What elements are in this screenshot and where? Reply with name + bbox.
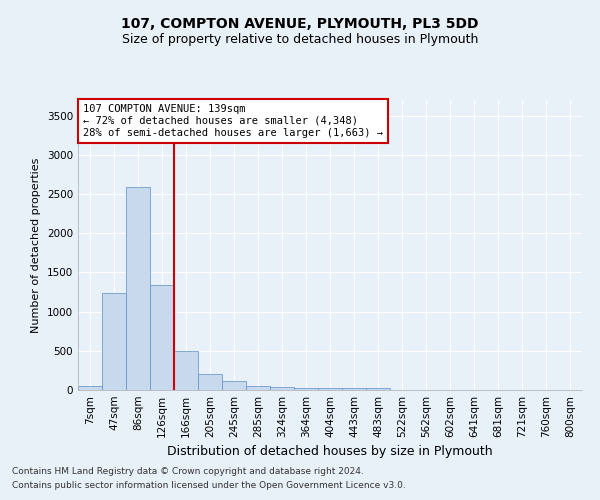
Text: Size of property relative to detached houses in Plymouth: Size of property relative to detached ho… bbox=[122, 32, 478, 46]
Bar bbox=[342, 388, 366, 390]
Y-axis label: Number of detached properties: Number of detached properties bbox=[31, 158, 41, 332]
Text: 107, COMPTON AVENUE, PLYMOUTH, PL3 5DD: 107, COMPTON AVENUE, PLYMOUTH, PL3 5DD bbox=[121, 18, 479, 32]
Text: Contains public sector information licensed under the Open Government Licence v3: Contains public sector information licen… bbox=[12, 481, 406, 490]
Bar bbox=[198, 374, 222, 390]
Text: 107 COMPTON AVENUE: 139sqm
← 72% of detached houses are smaller (4,348)
28% of s: 107 COMPTON AVENUE: 139sqm ← 72% of deta… bbox=[83, 104, 383, 138]
Bar bbox=[366, 388, 390, 390]
Bar bbox=[78, 386, 102, 390]
Bar bbox=[222, 381, 246, 390]
X-axis label: Distribution of detached houses by size in Plymouth: Distribution of detached houses by size … bbox=[167, 446, 493, 458]
Bar bbox=[174, 351, 198, 390]
Bar bbox=[270, 388, 294, 390]
Bar bbox=[126, 187, 150, 390]
Bar bbox=[294, 388, 318, 390]
Text: Contains HM Land Registry data © Crown copyright and database right 2024.: Contains HM Land Registry data © Crown c… bbox=[12, 467, 364, 476]
Bar bbox=[102, 293, 126, 390]
Bar bbox=[150, 285, 174, 390]
Bar bbox=[318, 388, 342, 390]
Bar bbox=[246, 386, 270, 390]
